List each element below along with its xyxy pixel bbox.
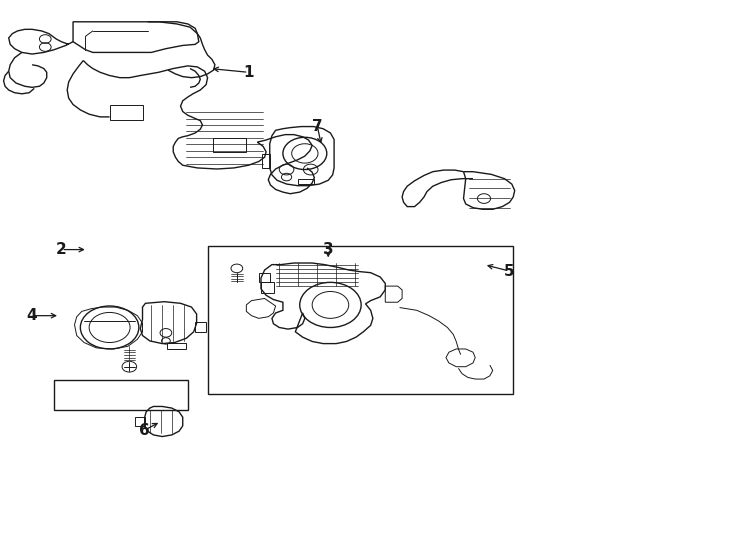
Text: 3: 3: [323, 242, 333, 257]
Bar: [167, 342, 186, 349]
Bar: [297, 179, 313, 184]
Bar: [214, 138, 247, 152]
Text: 7: 7: [312, 118, 322, 133]
Bar: [195, 322, 206, 332]
Bar: [109, 105, 142, 119]
Text: 1: 1: [243, 65, 254, 80]
Text: 4: 4: [26, 308, 37, 323]
Bar: [208, 246, 513, 394]
Bar: [259, 273, 270, 282]
Text: 5: 5: [504, 264, 515, 279]
Text: 6: 6: [139, 423, 150, 437]
Bar: [54, 380, 188, 410]
Bar: [261, 282, 274, 293]
Bar: [135, 417, 145, 426]
Text: 2: 2: [56, 242, 67, 257]
